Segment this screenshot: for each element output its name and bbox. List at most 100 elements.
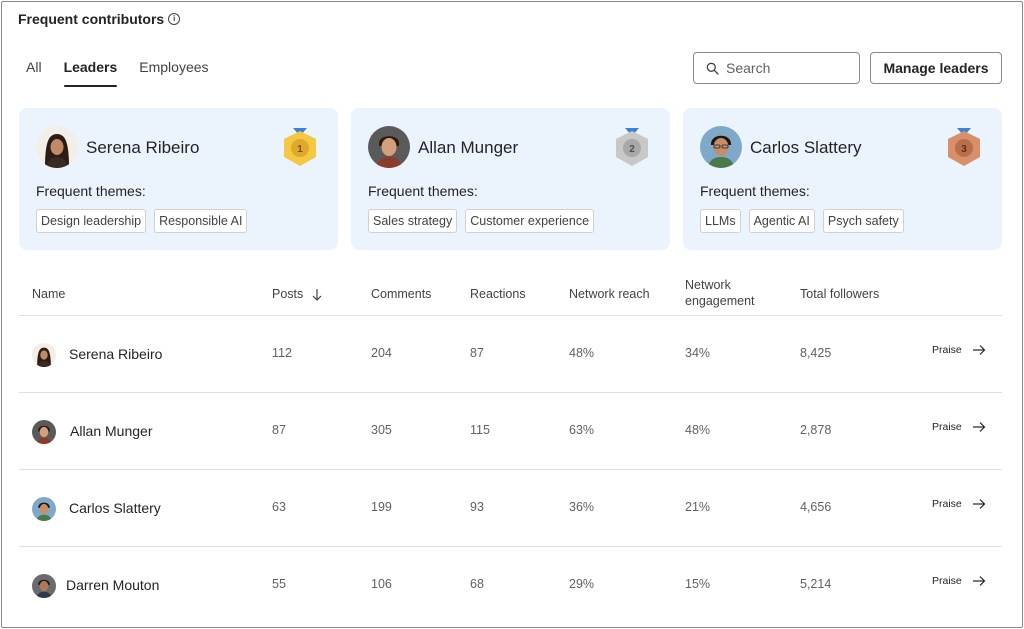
cell-reactions: 93 (470, 500, 484, 514)
theme-tag[interactable]: LLMs (700, 209, 741, 233)
praise-button[interactable]: Praise (932, 421, 986, 433)
page-title: Frequent contributors i (18, 11, 181, 27)
arrow-right-icon (972, 422, 986, 432)
praise-label: Praise (932, 498, 962, 510)
search-input[interactable] (726, 60, 846, 76)
medal-rank: 3 (961, 144, 967, 155)
cell-total-followers: 4,656 (800, 500, 832, 514)
avatar (32, 420, 56, 444)
theme-tag[interactable]: Design leadership (36, 209, 147, 233)
medal-rank: 1 (297, 144, 303, 155)
gold-medal-icon: 1 (284, 128, 316, 166)
row-name: Allan Munger (70, 423, 153, 439)
column-comments[interactable]: Comments (371, 287, 432, 301)
theme-tags: LLMs Agentic AI Psych safety (700, 209, 904, 233)
themes-label: Frequent themes: (700, 183, 810, 199)
themes-label: Frequent themes: (368, 183, 478, 199)
tab-all[interactable]: All (26, 59, 42, 75)
cell-posts: 63 (272, 500, 286, 514)
theme-tags: Sales strategy Customer experience (368, 209, 595, 233)
table-row: Serena Ribeiro 112 204 87 48% 34% 8,425 … (19, 316, 1002, 393)
avatar (368, 126, 410, 168)
cell-network-engagement: 21% (685, 500, 711, 514)
arrow-right-icon (972, 499, 986, 509)
silver-medal-icon: 2 (616, 128, 648, 166)
table-row: Carlos Slattery 63 199 93 36% 21% 4,656 … (19, 470, 1002, 547)
medal-rank: 2 (629, 144, 635, 155)
praise-button[interactable]: Praise (932, 498, 986, 510)
column-reactions[interactable]: Reactions (470, 287, 526, 301)
theme-tags: Design leadership Responsible AI (36, 209, 248, 233)
column-network-engagement-line2: engagement (685, 294, 755, 308)
praise-label: Praise (932, 344, 962, 356)
cell-reactions: 68 (470, 577, 484, 591)
theme-tag[interactable]: Psych safety (822, 209, 904, 233)
cell-total-followers: 5,214 (800, 577, 832, 591)
avatar (700, 126, 742, 168)
column-total-followers[interactable]: Total followers (800, 287, 880, 301)
leader-name: Carlos Slattery (750, 138, 862, 157)
table-header: Name Posts Comments Reactions Network re… (19, 268, 1002, 316)
table-row: Darren Mouton 55 106 68 29% 15% 5,214 Pr… (19, 547, 1002, 624)
avatar (32, 574, 56, 598)
cell-reactions: 87 (470, 346, 484, 360)
cell-comments: 106 (371, 577, 392, 591)
column-network-engagement[interactable]: Network engagement (685, 277, 755, 309)
theme-tag[interactable]: Agentic AI (748, 209, 815, 233)
leader-card-carlos[interactable]: Carlos Slattery 3 Frequent themes: LLMs … (683, 108, 1002, 250)
cell-network-engagement: 48% (685, 423, 711, 437)
cell-network-engagement: 34% (685, 346, 711, 360)
cell-comments: 204 (371, 346, 392, 360)
praise-button[interactable]: Praise (932, 575, 986, 587)
praise-label: Praise (932, 575, 962, 587)
theme-tag[interactable]: Sales strategy (368, 209, 458, 233)
theme-tag[interactable]: Customer experience (465, 209, 595, 233)
arrow-right-icon (972, 576, 986, 586)
manage-leaders-button[interactable]: Manage leaders (870, 52, 1002, 84)
cell-network-reach: 48% (569, 346, 595, 360)
column-network-reach[interactable]: Network reach (569, 287, 650, 301)
cell-network-reach: 29% (569, 577, 595, 591)
theme-tag[interactable]: Responsible AI (154, 209, 248, 233)
info-icon[interactable]: i (168, 13, 181, 25)
column-posts-label: Posts (272, 287, 304, 301)
leader-name: Serena Ribeiro (86, 138, 200, 157)
search-icon (706, 62, 719, 75)
avatar (32, 497, 56, 521)
arrow-right-icon (972, 345, 986, 355)
row-name: Carlos Slattery (69, 500, 161, 516)
search-box[interactable] (693, 52, 860, 84)
praise-label: Praise (932, 421, 962, 433)
page-title-text: Frequent contributors (18, 11, 165, 27)
cell-posts: 112 (272, 346, 292, 360)
cell-posts: 55 (272, 577, 286, 591)
cell-total-followers: 8,425 (800, 346, 832, 360)
cell-posts: 87 (272, 423, 286, 437)
tab-leaders[interactable]: Leaders (63, 59, 117, 87)
arrow-down-icon (312, 288, 322, 301)
themes-label: Frequent themes: (36, 183, 146, 199)
leader-card-serena[interactable]: Serena Ribeiro 1 Frequent themes: Design… (19, 108, 338, 250)
leader-card-allan[interactable]: Allan Munger 2 Frequent themes: Sales st… (351, 108, 670, 250)
row-name: Darren Mouton (66, 577, 160, 593)
avatar (36, 126, 78, 168)
column-network-engagement-line1: Network (685, 278, 731, 292)
cell-reactions: 115 (470, 423, 490, 437)
tab-list: All Leaders Employees (26, 59, 209, 87)
cell-comments: 305 (371, 423, 392, 437)
cell-total-followers: 2,878 (800, 423, 832, 437)
cell-network-reach: 63% (569, 423, 595, 437)
cell-network-engagement: 15% (685, 577, 711, 591)
contributors-table: Name Posts Comments Reactions Network re… (19, 268, 1002, 624)
avatar (32, 343, 56, 367)
cell-network-reach: 36% (569, 500, 595, 514)
tab-employees[interactable]: Employees (139, 59, 209, 75)
table-row: Allan Munger 87 305 115 63% 48% 2,878 Pr… (19, 393, 1002, 470)
bronze-medal-icon: 3 (948, 128, 980, 166)
cell-comments: 199 (371, 500, 392, 514)
column-posts[interactable]: Posts (272, 286, 322, 302)
row-name: Serena Ribeiro (69, 346, 163, 362)
column-name[interactable]: Name (32, 287, 66, 301)
praise-button[interactable]: Praise (932, 344, 986, 356)
